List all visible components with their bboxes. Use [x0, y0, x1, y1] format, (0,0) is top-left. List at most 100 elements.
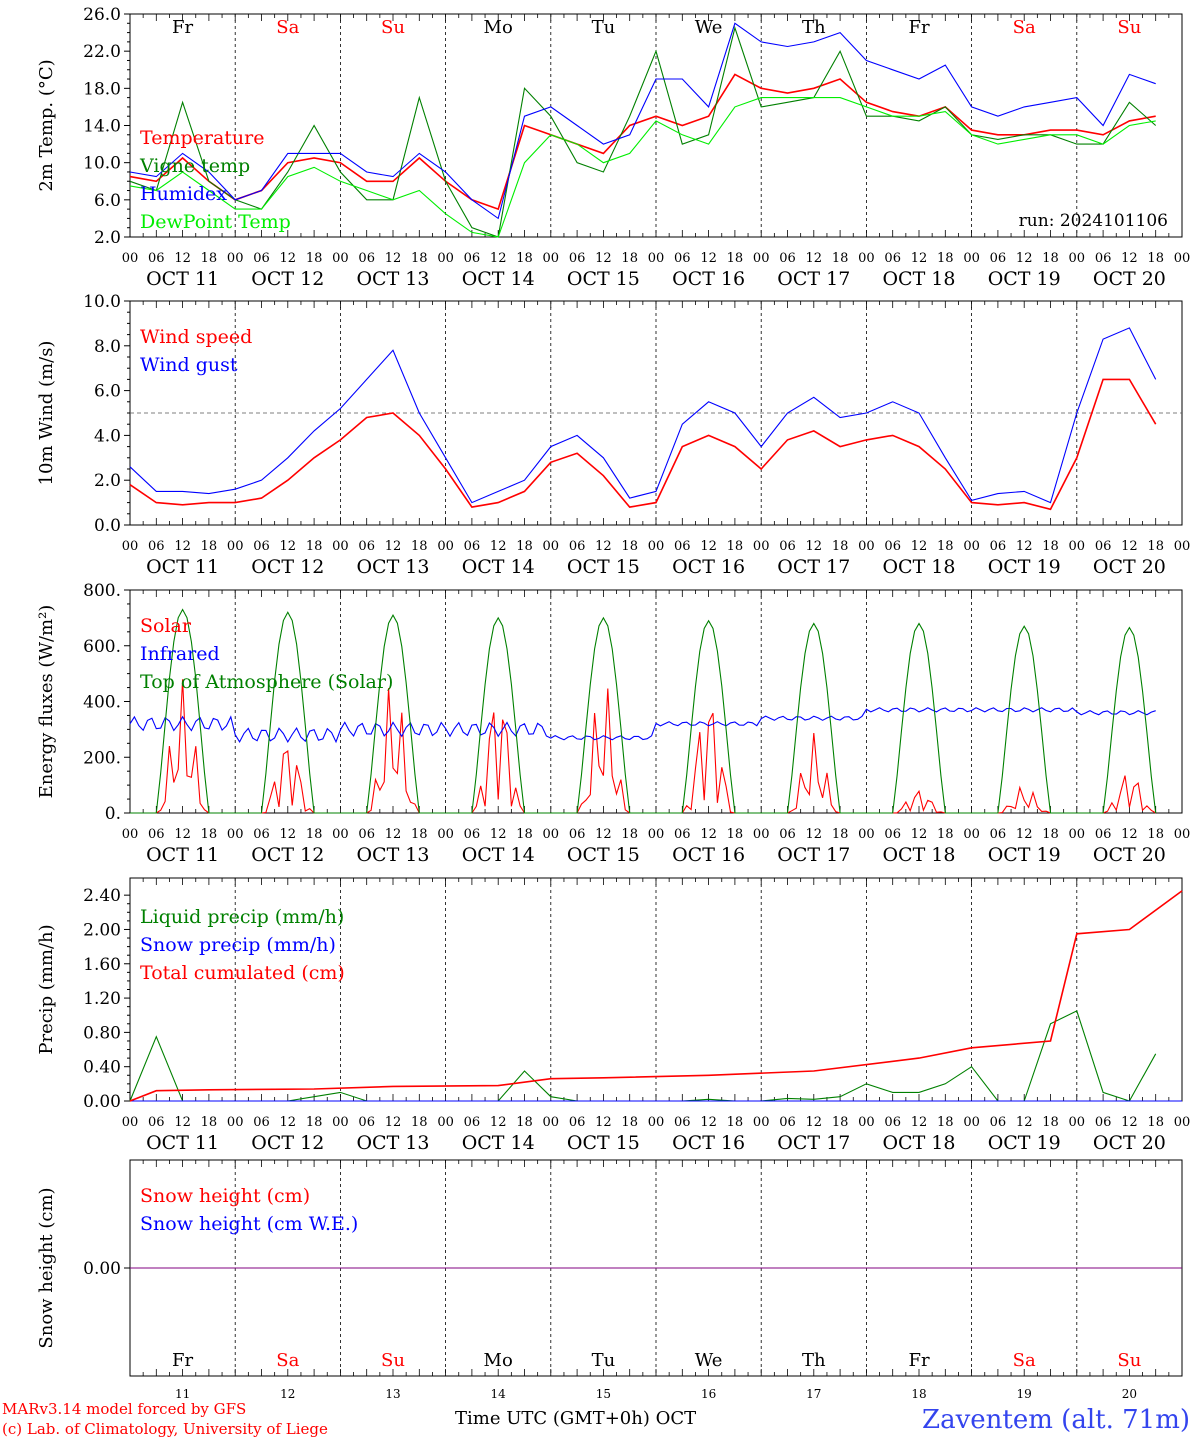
- panels: 2.0 6.0 10.0 14.0 18.0 22.0 26.0 2m Temp. (°C) 0…: [36, 5, 1190, 1401]
- x-date-label: OCT 12: [251, 556, 324, 578]
- legend-entry: DewPoint Temp: [140, 211, 291, 233]
- x-date-label: OCT 16: [672, 1132, 745, 1154]
- day-name: Mo: [484, 17, 513, 38]
- y-tick-label: 26.0: [83, 5, 121, 25]
- x-hour-label: 06: [148, 539, 165, 554]
- x-hour-label: 00: [858, 251, 875, 266]
- x-hour-label: 18: [937, 539, 954, 554]
- y-tick-label: 18.0: [83, 79, 121, 99]
- y-tick-label: 600.: [83, 637, 121, 657]
- x-hour-label: 18: [1147, 251, 1164, 266]
- series-line-liquid-precip-mm-h-: [129, 1010, 1157, 1102]
- x-hour-label: 12: [806, 827, 823, 842]
- x-hour-label: 06: [464, 251, 481, 266]
- x-hour-label: 00: [1069, 1115, 1086, 1130]
- day-name: Th: [802, 1350, 826, 1371]
- x-hour-label: 00: [753, 1115, 770, 1130]
- x-hour-label: 00: [227, 539, 244, 554]
- series-line-infrared: [129, 707, 1156, 744]
- x-hour-label: 06: [253, 251, 270, 266]
- x-hour-label: 12: [911, 1115, 928, 1130]
- x-hour-label: 12: [700, 1115, 717, 1130]
- x-hour-label: 06: [569, 539, 586, 554]
- x-date-label: OCT 16: [672, 268, 745, 290]
- x-hour-label: 06: [358, 251, 375, 266]
- x-hour-label: 18: [937, 251, 954, 266]
- x-hour-label: 18: [621, 251, 638, 266]
- x-date-label: OCT 19: [988, 1132, 1061, 1154]
- x-date-label: OCT 18: [882, 1132, 955, 1154]
- x-hour-label: 18: [727, 827, 744, 842]
- x-hour-label: 12: [174, 539, 191, 554]
- legend-entry: Wind speed: [140, 326, 252, 348]
- x-hour-label: 18: [621, 827, 638, 842]
- x-hour-label: 00: [332, 1115, 349, 1130]
- x-hour-label: 06: [148, 827, 165, 842]
- x-hour-label: 06: [253, 1115, 270, 1130]
- x-hour-label: 12: [174, 1115, 191, 1130]
- x-hour-label: 06: [674, 1115, 691, 1130]
- legend-entry: Snow height (cm): [140, 1185, 310, 1207]
- series-line-dewpoint-temp: [129, 97, 1156, 238]
- chart-panel-3: 0. 200. 400. 600. 800. Energy fluxes (W/m²) 00…: [36, 581, 1190, 866]
- x-hour-label: 00: [963, 539, 980, 554]
- x-hour-label: 18: [201, 1115, 218, 1130]
- y-tick-label: 10.0: [83, 154, 121, 174]
- x-hour-label: 18: [1042, 1115, 1059, 1130]
- x-hour-label: 18: [306, 251, 323, 266]
- y-tick-label: 2.0: [94, 471, 121, 491]
- x-hour-label: 00: [332, 539, 349, 554]
- x-hour-label: 18: [1147, 539, 1164, 554]
- legend-entry: Solar: [140, 615, 192, 637]
- x-hour-label: 06: [779, 827, 796, 842]
- x-hour-label: 00: [648, 1115, 665, 1130]
- chart-panel-2: 0.0 2.0 4.0 6.0 8.0 10.0 10m Wind (m/s) 00 06 12 1…: [36, 292, 1190, 578]
- x-hour-label: 18: [832, 251, 849, 266]
- x-hour-label: 18: [411, 1115, 428, 1130]
- x-hour-label: 06: [358, 539, 375, 554]
- x-hour-label: 06: [358, 1115, 375, 1130]
- x-hour-label: 12: [490, 1115, 507, 1130]
- x-hour-label: 06: [674, 539, 691, 554]
- series-line-wind-speed: [129, 378, 1157, 511]
- x-hour-label: 06: [358, 827, 375, 842]
- x-hour-label: 12: [1121, 1115, 1138, 1130]
- x-hour-label: 18: [411, 251, 428, 266]
- x-hour-label: 12: [1121, 539, 1138, 554]
- x-hour-label: 06: [990, 827, 1007, 842]
- y-tick-label: 6.0: [94, 191, 121, 211]
- x-hour-label: 18: [937, 1115, 954, 1130]
- x-hour-label: 18: [832, 827, 849, 842]
- x-hour-label: 00: [753, 539, 770, 554]
- x-date-label: OCT 13: [356, 844, 429, 866]
- x-hour-label: 00: [227, 1115, 244, 1130]
- x-hour-label: 12: [595, 539, 612, 554]
- x-date-label: OCT 20: [1093, 556, 1166, 578]
- day-name: Tu: [592, 1350, 616, 1371]
- plot-frame: [129, 589, 1183, 814]
- day-name: We: [695, 17, 723, 38]
- x-hour-label: 12: [1016, 827, 1033, 842]
- x-date-label: OCT 17: [777, 1132, 850, 1154]
- day-number: 14: [491, 1387, 507, 1401]
- x-hour-label: 00: [437, 827, 454, 842]
- x-hour-label: 06: [779, 1115, 796, 1130]
- x-hour-label: 18: [1042, 827, 1059, 842]
- x-hour-label: 12: [280, 827, 297, 842]
- series-line-total-cumulated-cm-: [129, 890, 1183, 1102]
- x-hour-label: 00: [227, 827, 244, 842]
- x-hour-label: 18: [1147, 827, 1164, 842]
- x-hour-label: 12: [806, 1115, 823, 1130]
- x-hour-label: 12: [806, 539, 823, 554]
- x-hour-label: 00: [437, 539, 454, 554]
- x-hour-label: 18: [1147, 1115, 1164, 1130]
- day-name: Tu: [592, 17, 616, 38]
- y-tick-label: 0.40: [83, 1058, 121, 1078]
- x-hour-label: 00: [1174, 827, 1191, 842]
- x-date-label: OCT 17: [777, 268, 850, 290]
- day-name: Sa: [1013, 17, 1036, 38]
- legend-entry: Liquid precip (mm/h): [140, 906, 344, 928]
- day-number: 19: [1017, 1387, 1032, 1401]
- day-name: Fr: [908, 1350, 929, 1371]
- day-number: 20: [1122, 1387, 1137, 1401]
